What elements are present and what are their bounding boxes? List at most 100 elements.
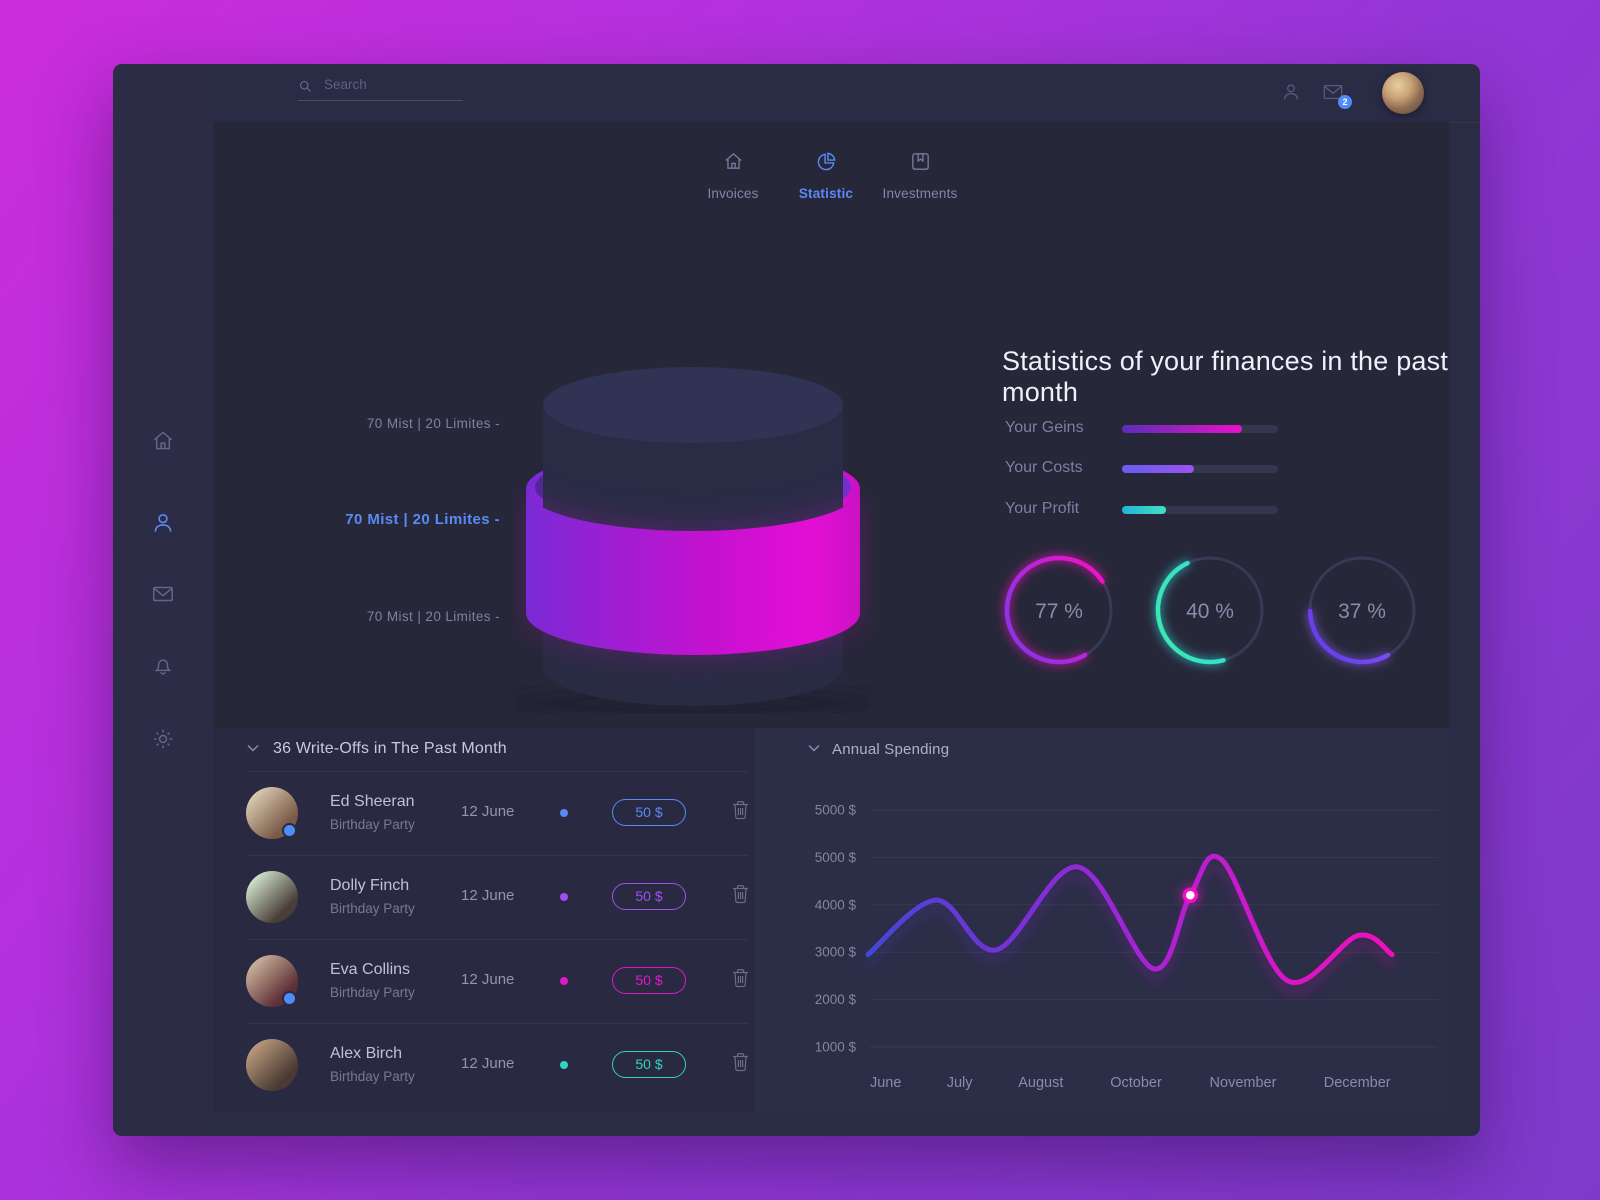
row-divider — [247, 1023, 748, 1024]
avatar — [246, 955, 298, 1007]
writeoffs-panel: 36 Write-Offs in The Past Month Ed Sheer… — [213, 728, 755, 1112]
annual-header: Annual Spending — [755, 728, 1449, 771]
unread-badge: 2 — [1338, 95, 1352, 109]
statistic-panel: Invoices Statistic Investments — [213, 122, 1449, 728]
ring-gains: 77 % — [1004, 555, 1114, 665]
online-dot — [282, 991, 297, 1006]
ring-costs: 40 % — [1155, 555, 1265, 665]
mail-icon[interactable] — [146, 577, 180, 611]
user-icon[interactable] — [146, 506, 180, 540]
event-label: Birthday Party — [330, 1069, 415, 1084]
chevron-down-icon[interactable] — [247, 744, 259, 752]
tab-invoices[interactable]: Invoices — [678, 150, 788, 201]
table-row[interactable]: Alex Birch Birthday Party 12 June 50 $ — [213, 1023, 755, 1107]
cylinder-label[interactable]: 70 Mist | 20 Limites - — [366, 609, 500, 624]
y-tick-label: 4000 $ — [815, 897, 857, 912]
date-label: 12 June — [461, 971, 515, 988]
tab-label: Invoices — [707, 186, 759, 201]
writeoffs-header: 36 Write-Offs in The Past Month — [213, 728, 755, 771]
ring-percent: 40 % — [1186, 600, 1234, 623]
date-label: 12 June — [461, 887, 515, 904]
status-dot — [560, 1061, 568, 1069]
ring-profit: 37 % — [1307, 555, 1417, 665]
search-icon — [299, 80, 311, 92]
avatar — [246, 871, 298, 923]
x-tick-label: November — [1210, 1075, 1277, 1091]
y-tick-label: 5000 $ — [815, 803, 857, 818]
bar-label: Your Costs — [1005, 459, 1083, 476]
tab-investments[interactable]: Investments — [865, 150, 975, 201]
account-icon[interactable] — [1280, 81, 1304, 105]
progress-fill — [1122, 465, 1194, 473]
ring-percent: 77 % — [1035, 600, 1083, 623]
progress-fill — [1122, 425, 1243, 433]
table-row[interactable]: Eva Collins Birthday Party 12 June 50 $ — [213, 939, 755, 1023]
main-tabs: Invoices Statistic Investments — [213, 122, 1449, 252]
spending-chart: 5000 $ 5000 $ 4000 $ 3000 $ 2000 $ 1000 $ June… — [815, 803, 1438, 1091]
person-name: Alex Birch — [330, 1045, 403, 1062]
amount-button[interactable]: 50 $ — [612, 883, 686, 910]
status-dot — [560, 893, 568, 901]
trash-icon[interactable] — [732, 968, 749, 988]
avatar[interactable] — [1382, 72, 1424, 114]
event-label: Birthday Party — [330, 817, 415, 832]
trash-icon[interactable] — [732, 1052, 749, 1072]
search-field — [298, 76, 463, 101]
messages-icon[interactable]: 2 — [1322, 81, 1352, 109]
progress-rings: 77 % 40 % 37 % — [1004, 555, 1417, 665]
date-label: 12 June — [461, 1055, 515, 1072]
home-icon[interactable] — [146, 424, 180, 458]
event-label: Birthday Party — [330, 901, 415, 916]
tab-label: Statistic — [798, 186, 854, 201]
chart-marker — [1182, 887, 1199, 904]
sidebar — [113, 64, 213, 1136]
y-tick-label: 3000 $ — [815, 945, 857, 960]
table-row[interactable]: Dolly Finch Birthday Party 12 June 50 $ — [213, 855, 755, 939]
cylinder-label[interactable]: 70 Mist | 20 Limites - — [345, 511, 500, 528]
date-label: 12 June — [461, 803, 515, 820]
stats-title: Statistics of your finances in the past … — [1002, 346, 1449, 407]
topbar: 2 — [213, 64, 1480, 123]
person-name: Ed Sheeran — [330, 793, 415, 810]
profit-bar-row: Your Profit — [1005, 499, 1425, 521]
bookmark-icon — [911, 153, 929, 170]
cylinder-chart — [513, 367, 873, 713]
app-window: 2 Invoices Statistic Investments — [113, 64, 1480, 1136]
bar-label: Your Geins — [1005, 419, 1084, 436]
online-dot — [282, 823, 297, 838]
annual-spending-panel: Annual Spending 5000 $ 5000 $ 4000 $ 3000 $… — [755, 728, 1449, 1112]
status-dot — [560, 977, 568, 985]
row-divider — [247, 771, 748, 772]
gear-icon[interactable] — [146, 722, 180, 756]
table-row[interactable]: Ed Sheeran Birthday Party 12 June 50 $ — [213, 771, 755, 855]
bell-icon[interactable] — [146, 648, 180, 682]
trash-icon[interactable] — [732, 800, 749, 820]
search-input[interactable] — [322, 76, 456, 93]
home-icon — [724, 152, 742, 169]
x-tick-label: August — [1018, 1075, 1063, 1091]
avatar — [246, 787, 298, 839]
amount-button[interactable]: 50 $ — [612, 1051, 686, 1078]
person-name: Eva Collins — [330, 961, 411, 978]
pie-chart-icon — [817, 152, 835, 171]
progress-fill — [1122, 506, 1166, 514]
bar-label: Your Profit — [1005, 500, 1080, 517]
y-tick-label: 1000 $ — [815, 1040, 857, 1055]
amount-button[interactable]: 50 $ — [612, 799, 686, 826]
status-dot — [560, 809, 568, 817]
ring-percent: 37 % — [1338, 600, 1386, 623]
costs-bar-row: Your Costs — [1005, 458, 1425, 480]
progress-track — [1122, 506, 1278, 514]
avatar — [246, 1039, 298, 1091]
cylinder-label[interactable]: 70 Mist | 20 Limites - — [366, 416, 500, 431]
progress-track — [1122, 425, 1278, 433]
trash-icon[interactable] — [732, 884, 749, 904]
annual-title: Annual Spending — [832, 741, 950, 758]
chevron-down-icon[interactable] — [808, 744, 820, 752]
line-glow — [864, 861, 1396, 995]
x-tick-label: June — [870, 1075, 901, 1091]
spending-line — [865, 853, 1395, 985]
event-label: Birthday Party — [330, 985, 415, 1000]
tab-statistic[interactable]: Statistic — [771, 150, 881, 201]
amount-button[interactable]: 50 $ — [612, 967, 686, 994]
